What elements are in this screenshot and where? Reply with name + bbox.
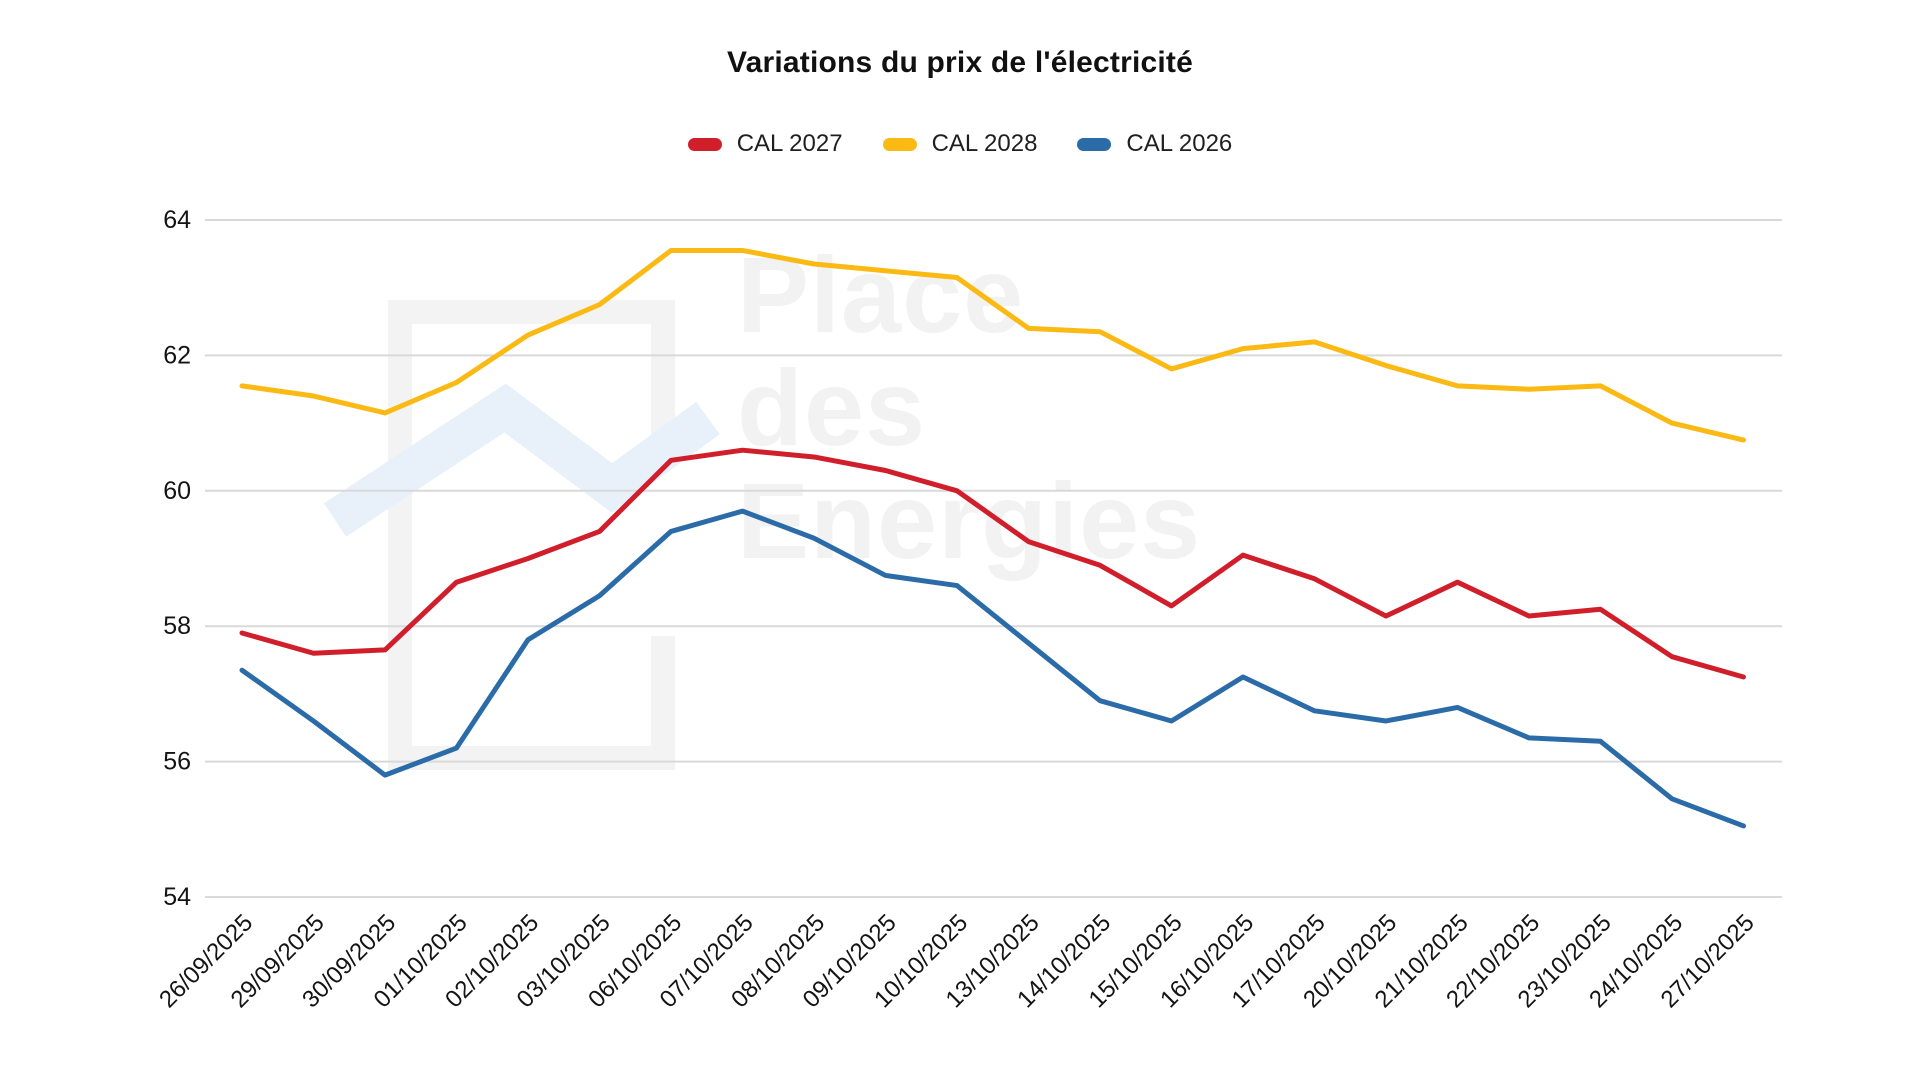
legend-swatch-cal-2027 (687, 137, 722, 151)
y-tick-label-60: 60 (163, 477, 191, 505)
series-line-cal-2027 (239, 447, 1746, 680)
y-tick-label-56: 56 (163, 748, 191, 776)
legend-label-cal-2026: CAL 2026 (1126, 130, 1233, 157)
watermark-logo-left-bar (388, 300, 412, 770)
legend-label-cal-2028: CAL 2028 (931, 130, 1038, 157)
legend-item-cal-2027: CAL 2027 (687, 130, 843, 158)
y-tick-label-54: 54 (163, 883, 191, 911)
watermark-line-2: des (737, 347, 927, 468)
series-line-cal-2028 (239, 247, 1746, 443)
y-tick-label-64: 64 (163, 206, 191, 234)
y-tick-label-58: 58 (163, 612, 191, 640)
legend-swatch-cal-2026 (1077, 137, 1112, 151)
legend-item-cal-2028: CAL 2028 (882, 130, 1038, 158)
chart-legend: CAL 2027 CAL 2028 CAL 2026 (0, 130, 1920, 158)
legend-item-cal-2026: CAL 2026 (1077, 130, 1232, 158)
legend-swatch-cal-2028 (882, 137, 917, 151)
legend-label-cal-2027: CAL 2027 (736, 130, 843, 157)
watermark-text: Place des Energies (737, 238, 1201, 577)
y-tick-label-62: 62 (163, 341, 191, 369)
watermark-line-3: Energies (737, 460, 1202, 581)
watermark-logo-right-top-bar (651, 300, 675, 435)
chart-title: Variations du prix de l'électricité (727, 46, 1193, 79)
watermark-logo-top-bar (388, 300, 675, 324)
watermark-logo-chevron (323, 383, 720, 537)
series-line-cal-2026 (239, 508, 1746, 829)
